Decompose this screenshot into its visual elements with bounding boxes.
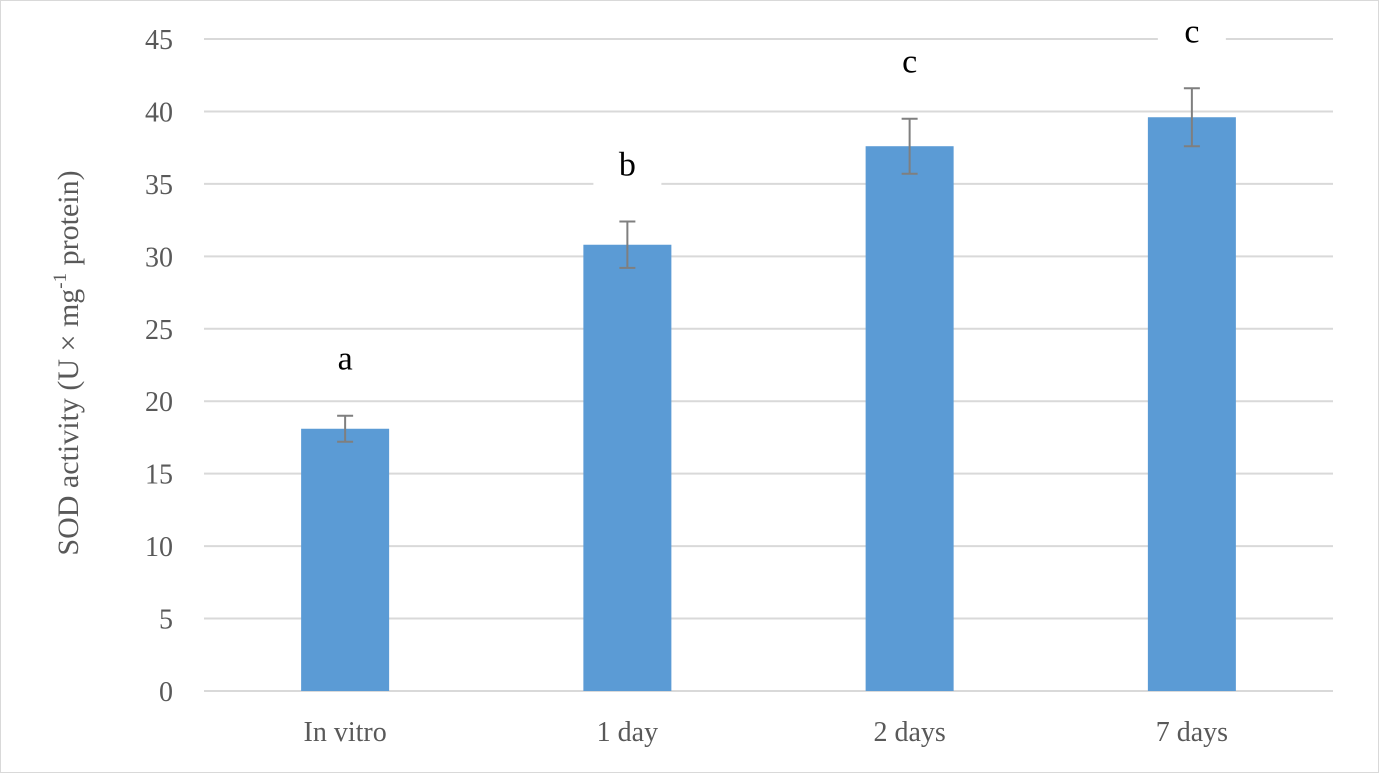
bar (1147, 117, 1236, 692)
bar (301, 428, 390, 691)
bar (865, 146, 954, 691)
significance-label: b (619, 147, 636, 184)
y-axis-ticks: 0 5 10 15 20 25 30 35 40 45 (145, 25, 173, 708)
significance-labels: a b c c (311, 12, 1226, 384)
significance-label-backdrop (311, 339, 380, 384)
bars (301, 117, 1236, 692)
y-tick-label: 20 (145, 387, 173, 418)
y-tick-label: 40 (145, 97, 173, 128)
gridlines (204, 38, 1333, 692)
significance-label: c (902, 44, 917, 81)
x-tick-label: 1 day (597, 717, 658, 748)
y-axis-title-tail: protein) (52, 170, 85, 272)
y-tick-label: 10 (145, 532, 173, 563)
y-tick-label: 30 (145, 242, 173, 273)
y-tick-label: 0 (159, 677, 173, 708)
x-tick-label: 7 days (1156, 717, 1228, 748)
x-tick-label: 2 days (873, 717, 945, 748)
y-tick-label: 5 (159, 605, 173, 636)
significance-label: c (1184, 13, 1199, 50)
significance-label-backdrop (593, 145, 662, 190)
y-axis-title: SOD activity (U × mg-1 protein) (50, 170, 85, 555)
bar (583, 244, 672, 691)
error-bars (337, 87, 1200, 443)
y-tick-label: 25 (145, 315, 173, 346)
y-tick-label: 35 (145, 170, 173, 201)
significance-label-backdrop (875, 42, 944, 87)
significance-label-backdrop (1157, 12, 1226, 57)
y-tick-label: 45 (145, 25, 173, 56)
y-tick-label: 15 (145, 460, 173, 491)
significance-label: a (338, 341, 353, 378)
y-axis-title-superscript: -1 (50, 273, 71, 289)
x-tick-label: In vitro (304, 717, 387, 748)
y-axis-title-main: SOD activity (U × mg (52, 289, 85, 556)
x-axis-ticks: In vitro 1 day 2 days 7 days (304, 717, 1229, 748)
